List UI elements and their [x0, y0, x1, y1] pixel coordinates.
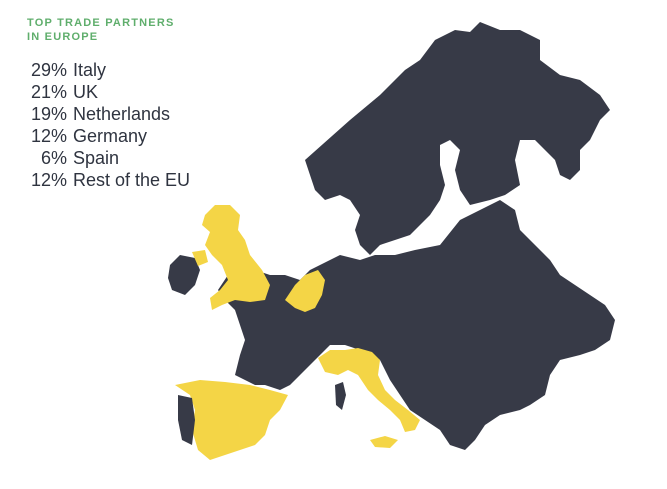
partner-item: 6% Spain: [23, 147, 190, 169]
title-line-1: TOP TRADE PARTNERS: [27, 17, 175, 29]
portugal-region: [178, 395, 195, 445]
partner-item: 12% Rest of the EU: [23, 169, 190, 191]
n-ireland-region: [192, 250, 208, 266]
title-line-2: IN EUROPE: [27, 31, 99, 43]
scandinavia-region: [305, 22, 610, 255]
ireland-region: [168, 255, 200, 295]
netherlands-region: [285, 270, 325, 312]
partner-percent: 29%: [30, 60, 67, 80]
partner-name: Netherlands: [73, 104, 171, 124]
partner-item: 21% UK: [23, 81, 190, 103]
uk-region: [202, 205, 270, 310]
partner-percent: 12%: [30, 170, 67, 190]
partner-percent: 19%: [30, 104, 67, 124]
partner-name: Germany: [73, 126, 148, 146]
mainland-region: [218, 200, 615, 450]
partner-name: Italy: [73, 60, 107, 80]
partner-name: UK: [73, 82, 99, 102]
partner-item: 12% Germany: [23, 125, 190, 147]
partner-list: 29% Italy 21% UK 19% Netherlands 12% Germany…: [23, 59, 190, 191]
partner-name: Rest of the EU: [73, 170, 191, 190]
chart-title: TOP TRADE PARTNERS IN EUROPE: [27, 16, 175, 44]
partner-item: 29% Italy: [23, 59, 190, 81]
partner-name: Spain: [73, 148, 120, 168]
sicily-region: [370, 436, 398, 448]
partner-percent: 21%: [30, 82, 67, 102]
partner-percent: 6%: [40, 148, 67, 168]
partner-percent: 12%: [30, 126, 67, 146]
italy-region: [318, 348, 420, 432]
spain-region: [175, 380, 288, 460]
corsica-region: [335, 382, 346, 410]
partner-item: 19% Netherlands: [23, 103, 190, 125]
